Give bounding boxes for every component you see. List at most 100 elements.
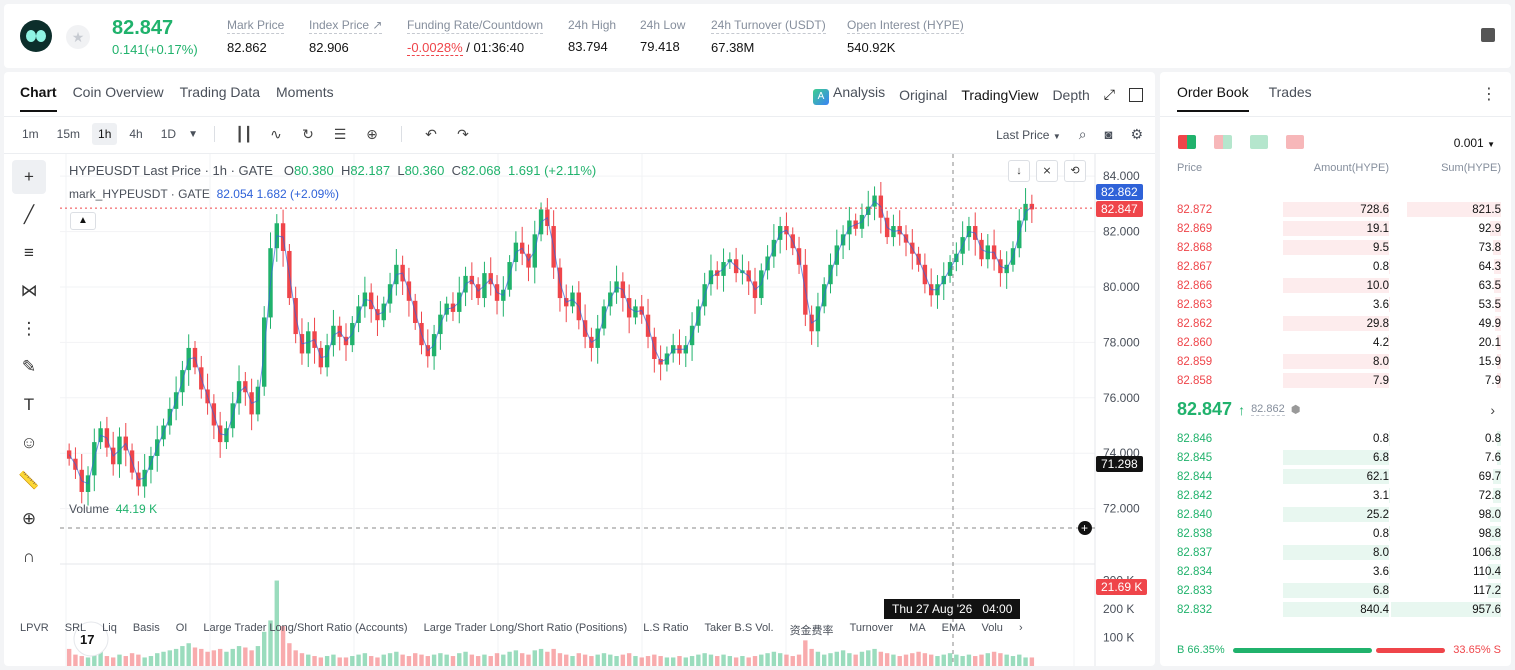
templates-icon[interactable]: ☰ <box>333 125 347 142</box>
ask-row[interactable]: 82.863 3.6 53.5 <box>1177 295 1501 314</box>
scroll-down-icon[interactable]: ↓ <box>1008 160 1030 182</box>
indicator-item[interactable]: EMA <box>941 622 966 634</box>
text-tool-icon[interactable]: T <box>23 395 35 414</box>
indicator-item[interactable]: Volu <box>981 622 1003 634</box>
ask-row[interactable]: 82.859 8.0 15.9 <box>1177 352 1501 371</box>
view-bids-only-icon[interactable] <box>1250 135 1268 149</box>
ask-row[interactable]: 82.872 728.6 821.5 <box>1177 200 1501 219</box>
reset-view-icon[interactable]: ⟲ <box>1064 160 1086 182</box>
y-tick-label: 80.000 <box>1103 280 1140 294</box>
stat-open-interest[interactable]: Open Interest (HYPE) 540.92K <box>847 18 964 55</box>
undo-icon[interactable]: ↶ <box>425 125 437 142</box>
replay-icon[interactable]: ↻ <box>302 125 314 142</box>
tab-original[interactable]: Original <box>899 86 948 103</box>
order-sum: 98.8 <box>1478 527 1501 540</box>
interval-15m[interactable]: 15m <box>56 127 81 141</box>
bid-row[interactable]: 82.844 62.1 69.7 <box>1177 467 1501 486</box>
indicator-item[interactable]: Liq <box>102 622 117 634</box>
price-chart[interactable]: 72.00074.00076.00078.00080.00082.00084.0… <box>60 154 1155 666</box>
chevron-right-icon[interactable]: › <box>1490 402 1495 418</box>
bid-row[interactable]: 82.845 6.8 7.6 <box>1177 448 1501 467</box>
indicator-item[interactable]: Turnover <box>849 622 894 634</box>
stat-index-price[interactable]: Index Price ↗ 82.906 <box>309 18 383 55</box>
add-indicator-icon[interactable]: ⊕ <box>366 125 378 142</box>
bid-row[interactable]: 82.832 840.4 957.6 <box>1177 600 1501 619</box>
ask-row[interactable]: 82.860 4.2 20.1 <box>1177 333 1501 352</box>
favorite-star-icon[interactable]: ★ <box>66 25 90 49</box>
settings-gear-icon[interactable]: ⚙ <box>1130 126 1143 142</box>
more-options-icon[interactable]: ⋮ <box>1481 86 1497 103</box>
tab-coin-overview[interactable]: Coin Overview <box>72 84 164 100</box>
volume-bar <box>677 656 682 666</box>
ask-row[interactable]: 82.868 9.5 73.8 <box>1177 238 1501 257</box>
indicator-item[interactable]: Large Trader Long/Short Ratio (Accounts) <box>203 622 408 634</box>
indicator-item[interactable]: 资金费率 <box>789 625 834 637</box>
indicator-item[interactable]: Large Trader Long/Short Ratio (Positions… <box>423 622 628 634</box>
candle-type-icon[interactable]: ┃┃ <box>235 125 253 142</box>
bid-row[interactable]: 82.834 3.6 110.4 <box>1177 562 1501 581</box>
interval-1d[interactable]: 1D <box>160 127 177 141</box>
indicator-item[interactable]: LPVR <box>20 622 49 634</box>
tab-tradingview[interactable]: TradingView <box>961 86 1039 103</box>
fib-tool-icon[interactable]: ≡ <box>24 243 34 262</box>
tab-trades[interactable]: Trades <box>1268 84 1312 100</box>
collapse-legend-button[interactable]: ▲ <box>70 212 96 230</box>
interval-1h[interactable]: 1h <box>92 123 118 145</box>
zoom-tool-icon[interactable]: ⊕ <box>21 509 37 528</box>
precision-select[interactable]: 0.001 ▼ <box>1453 136 1495 150</box>
indicator-item[interactable]: L.S Ratio <box>643 622 689 634</box>
indicator-item[interactable]: Basis <box>132 622 160 634</box>
brush-tool-icon[interactable]: ✎ <box>21 357 37 376</box>
indicator-item[interactable]: MA <box>909 622 926 634</box>
camera-icon[interactable]: ◙ <box>1104 127 1113 142</box>
interval-1m[interactable]: 1m <box>22 127 39 141</box>
search-icon[interactable]: ⌕ <box>1078 126 1087 142</box>
stat-mark-price[interactable]: Mark Price 82.862 <box>227 18 285 55</box>
indicator-item[interactable]: Taker B.S Vol. <box>704 622 774 634</box>
ask-row[interactable]: 82.862 29.8 49.9 <box>1177 314 1501 333</box>
ask-row[interactable]: 82.869 19.1 92.9 <box>1177 219 1501 238</box>
bid-row[interactable]: 82.840 25.2 98.0 <box>1177 505 1501 524</box>
interval-4h[interactable]: 4h <box>129 127 143 141</box>
indicators-icon[interactable]: ∿ <box>270 125 282 142</box>
crosshair-tool-icon[interactable]: + <box>12 160 46 194</box>
ask-row[interactable]: 82.858 7.9 7.9 <box>1177 371 1501 390</box>
volume-bar <box>796 654 802 666</box>
ruler-tool-icon[interactable]: 📏 <box>18 471 40 490</box>
view-both-icon[interactable] <box>1178 135 1196 149</box>
order-amount: 840.4 <box>1360 603 1389 616</box>
redo-icon[interactable]: ↷ <box>457 125 469 142</box>
trendline-tool-icon[interactable]: ╱ <box>23 205 35 224</box>
bid-row[interactable]: 82.846 0.8 0.8 <box>1177 429 1501 448</box>
tab-order-book[interactable]: Order Book <box>1177 84 1249 112</box>
book-icon[interactable] <box>1481 28 1495 42</box>
emoji-tool-icon[interactable]: ☺ <box>20 433 38 452</box>
mark-price-line <box>68 200 1033 485</box>
price-type-select[interactable]: Last Price ▼ <box>996 127 1061 142</box>
stat-24h-turnover[interactable]: 24h Turnover (USDT) 67.38M <box>711 18 826 55</box>
stat-funding-rate[interactable]: Funding Rate/Countdown -0.0028% / 01:36:… <box>407 18 544 56</box>
bid-row[interactable]: 82.837 8.0 106.8 <box>1177 543 1501 562</box>
ask-row[interactable]: 82.866 10.0 63.5 <box>1177 276 1501 295</box>
indicator-item[interactable]: SRL <box>64 622 87 634</box>
tab-chart[interactable]: Chart <box>20 84 57 112</box>
tab-analysis[interactable]: A Analysis <box>813 84 885 105</box>
bid-row[interactable]: 82.833 6.8 117.2 <box>1177 581 1501 600</box>
chevron-right-icon[interactable]: › <box>1018 622 1023 634</box>
tab-depth[interactable]: Depth <box>1052 86 1090 103</box>
interval-dropdown-icon[interactable]: ▼ <box>188 128 198 140</box>
collapse-icon[interactable]: ⨯ <box>1036 160 1058 182</box>
indicator-item[interactable]: OI <box>175 622 188 634</box>
tab-moments[interactable]: Moments <box>276 84 334 100</box>
projection-tool-icon[interactable]: ⋮ <box>20 319 38 338</box>
magnet-tool-icon[interactable]: ∩ <box>22 547 36 566</box>
window-icon[interactable] <box>1129 87 1143 102</box>
view-bids-icon[interactable] <box>1214 135 1232 149</box>
bid-row[interactable]: 82.838 0.8 98.8 <box>1177 524 1501 543</box>
fullscreen-icon[interactable]: ⤢ <box>1103 86 1115 102</box>
tab-trading-data[interactable]: Trading Data <box>179 84 261 100</box>
view-asks-only-icon[interactable] <box>1286 135 1304 149</box>
pattern-tool-icon[interactable]: ⋈ <box>20 281 38 300</box>
ask-row[interactable]: 82.867 0.8 64.3 <box>1177 257 1501 276</box>
bid-row[interactable]: 82.842 3.1 72.8 <box>1177 486 1501 505</box>
